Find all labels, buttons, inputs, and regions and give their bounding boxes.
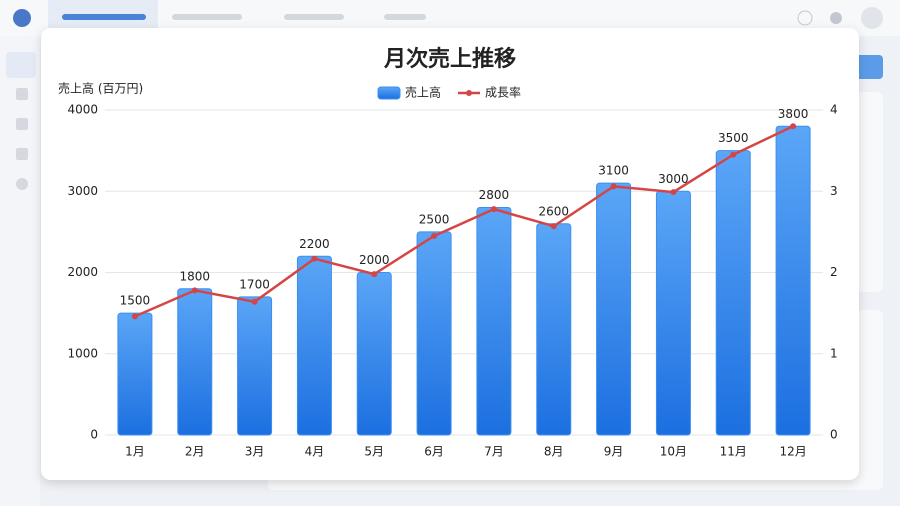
line-point — [670, 189, 677, 196]
y-tick-label: 4000 — [67, 103, 98, 117]
x-tick-label: 1月 — [125, 445, 145, 459]
legend-label: 成長率 — [485, 86, 521, 100]
x-tick-label: 7月 — [484, 445, 504, 459]
bar — [655, 190, 691, 436]
x-tick-label: 4月 — [305, 445, 325, 459]
x-tick-label: 12月 — [779, 445, 806, 459]
x-tick-label: 9月 — [604, 445, 624, 459]
line-point — [251, 298, 258, 305]
bar — [237, 296, 273, 436]
bar — [715, 150, 751, 436]
data-label: 1500 — [120, 294, 151, 308]
line-point — [131, 313, 138, 320]
legend-swatch — [377, 86, 401, 100]
bar — [476, 207, 512, 436]
data-label: 3500 — [718, 131, 749, 145]
bar — [356, 272, 392, 436]
bar — [177, 288, 213, 436]
y2-tick-label: 1 — [830, 346, 838, 360]
legend-swatch-dot — [466, 90, 472, 96]
data-label: 3000 — [658, 172, 689, 186]
x-tick-label: 8月 — [544, 445, 564, 459]
data-label: 3100 — [598, 164, 629, 178]
dropdown-button[interactable] — [855, 55, 883, 79]
y-tick-label: 2000 — [67, 265, 98, 279]
line-point — [311, 255, 318, 262]
line-point — [191, 287, 198, 294]
y2-tick-label: 0 — [830, 428, 838, 442]
help-icon[interactable] — [797, 10, 813, 26]
y2-tick-label: 4 — [830, 103, 838, 117]
sidebar-icon[interactable] — [16, 118, 28, 130]
x-tick-label: 5月 — [364, 445, 384, 459]
x-tick-label: 3月 — [245, 445, 265, 459]
sidebar-icon[interactable] — [16, 178, 28, 190]
data-label: 2200 — [299, 237, 330, 251]
y-axis-label: 売上高 (百万円) — [58, 81, 143, 96]
line-point — [550, 223, 557, 230]
x-tick-label: 6月 — [424, 445, 444, 459]
data-label: 2000 — [359, 253, 390, 267]
data-label: 3800 — [778, 107, 809, 121]
legend-label: 売上高 — [405, 85, 441, 100]
x-tick-label: 11月 — [720, 445, 747, 459]
line-point — [610, 183, 617, 190]
bar — [296, 255, 332, 436]
nav-tab-text — [62, 14, 146, 20]
data-label: 1800 — [179, 269, 210, 283]
y2-tick-label: 2 — [830, 265, 838, 279]
data-label: 1700 — [239, 277, 270, 291]
sidebar-icon[interactable] — [16, 88, 28, 100]
sidebar — [0, 36, 40, 506]
x-tick-label: 2月 — [185, 445, 205, 459]
line-point — [730, 151, 737, 158]
logo[interactable] — [13, 9, 31, 27]
line — [134, 125, 794, 318]
data-label: 2800 — [479, 188, 510, 202]
nav-tab-text[interactable] — [172, 14, 242, 20]
bar — [416, 231, 452, 436]
line-point — [490, 206, 497, 213]
bar — [596, 182, 632, 436]
nav-tab-text[interactable] — [284, 14, 344, 20]
data-label: 2500 — [419, 212, 450, 226]
y-tick-label: 3000 — [67, 184, 98, 198]
x-tick-label: 10月 — [660, 445, 687, 459]
chart-title: 月次売上推移 — [383, 46, 516, 72]
line-point — [371, 271, 378, 278]
bar — [775, 125, 811, 436]
sidebar-icon[interactable] — [16, 148, 28, 160]
bell-icon[interactable] — [830, 12, 842, 24]
y2-tick-label: 3 — [830, 184, 838, 198]
line-point — [790, 123, 797, 130]
sidebar-item-active[interactable] — [6, 52, 36, 78]
bar — [117, 312, 153, 436]
line-point — [431, 232, 438, 239]
avatar[interactable] — [861, 7, 883, 29]
bar — [536, 223, 572, 436]
data-label: 2600 — [538, 204, 569, 218]
y-tick-label: 1000 — [67, 346, 98, 360]
nav-tab-text[interactable] — [384, 14, 426, 20]
y-tick-label: 0 — [90, 428, 98, 442]
